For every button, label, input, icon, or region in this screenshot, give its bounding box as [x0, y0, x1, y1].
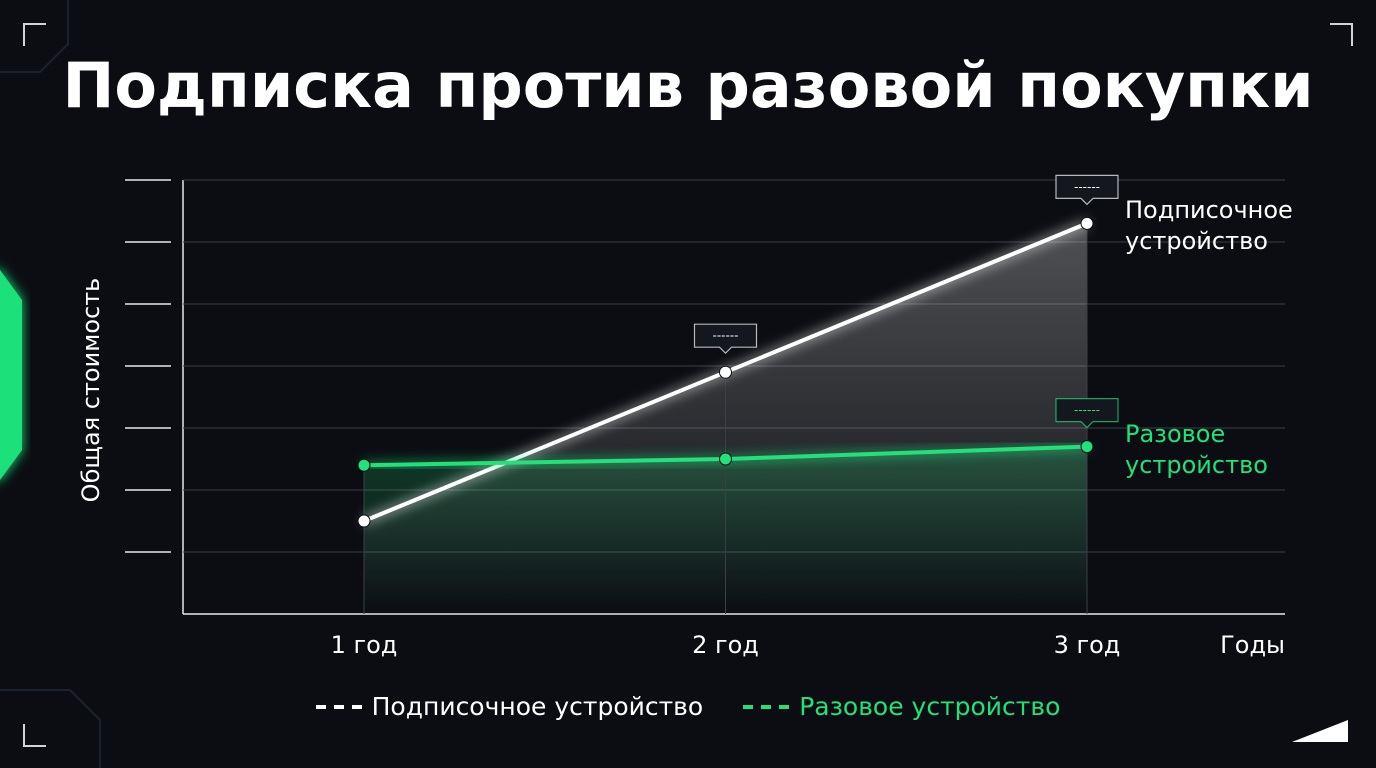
- data-point: [719, 365, 732, 379]
- x-tick-label: 3 год: [1054, 631, 1121, 659]
- annotation-bubble: [1055, 398, 1119, 429]
- x-tick-label: 1 год: [331, 631, 398, 659]
- data-point: [1080, 216, 1094, 230]
- annotation-bubble: [1055, 174, 1119, 206]
- legend-item: Подписочное устройство: [315, 692, 704, 721]
- x-tick-label: 2 год: [692, 631, 759, 659]
- legend-label: Подписочное устройство: [371, 692, 704, 721]
- legend-swatch: [743, 704, 790, 709]
- series-end-label: Подписочное устройство: [1125, 196, 1293, 256]
- data-point: [357, 514, 371, 528]
- legend-label: Разовое устройство: [799, 692, 1061, 721]
- data-point: [1080, 440, 1094, 454]
- legend-swatch: [315, 704, 362, 709]
- annotation: ------: [713, 329, 739, 343]
- data-point: [719, 452, 732, 466]
- annotation: ------: [1074, 180, 1100, 194]
- x-axis-label: Годы: [1220, 631, 1285, 659]
- annotation: ------: [1074, 403, 1100, 417]
- legend: Подписочное устройство Разовое устройство: [0, 692, 1376, 721]
- legend-item: Разовое устройство: [743, 692, 1060, 721]
- hexagon-glow: [0, 270, 22, 480]
- data-point: [357, 458, 371, 472]
- annotation-bubble: [693, 323, 758, 355]
- series-end-label: Разовое устройство: [1125, 419, 1268, 479]
- y-axis-label: Общая стоимость: [77, 278, 105, 503]
- chart-title: Подписка против разовой покупки: [62, 49, 1313, 122]
